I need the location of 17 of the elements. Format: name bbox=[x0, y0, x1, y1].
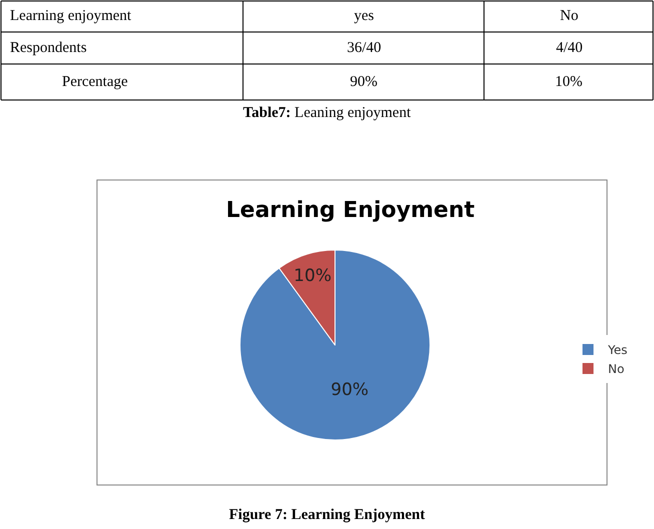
legend-label: No bbox=[608, 362, 624, 376]
caption: Table7: Leaning enjoyment bbox=[243, 105, 412, 121]
legend-label: Yes bbox=[607, 343, 628, 358]
text: 10% bbox=[555, 74, 582, 90]
text: yes bbox=[354, 8, 374, 24]
chart-title: Learning Enjoyment bbox=[226, 198, 476, 223]
pie-slice bbox=[240, 250, 430, 440]
text: 4/40 bbox=[556, 40, 583, 56]
caption: Figure 7: Learning Enjoyment bbox=[229, 507, 425, 523]
text: 36/40 bbox=[347, 40, 382, 56]
text: No bbox=[560, 8, 578, 24]
text: Respondents bbox=[10, 40, 87, 56]
text: Learning enjoyment bbox=[10, 8, 132, 24]
data-label: 10% bbox=[294, 266, 332, 286]
text: 90% bbox=[350, 74, 378, 90]
text: Percentage bbox=[62, 74, 128, 90]
data-label: 90% bbox=[330, 380, 369, 400]
